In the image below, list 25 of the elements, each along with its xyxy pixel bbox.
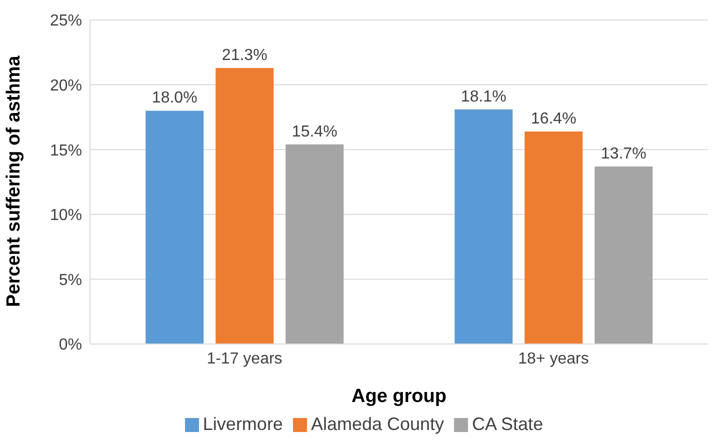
legend-label: Alameda County (310, 414, 444, 434)
legend-label: CA State (472, 414, 544, 434)
data-label: 13.7% (600, 145, 646, 162)
data-label: 18.0% (152, 90, 198, 107)
bar (216, 68, 274, 344)
y-tick-label: 0% (58, 336, 82, 354)
y-tick-label: 15% (50, 142, 82, 160)
bar (286, 144, 344, 344)
data-label: 16.4% (530, 110, 576, 128)
x-tick-label: 1-17 years (206, 350, 282, 368)
bar (454, 109, 513, 344)
y-tick-label: 5% (58, 272, 82, 289)
x-tick-label: 18+ years (518, 350, 589, 368)
bar (524, 131, 583, 344)
bar (146, 110, 204, 344)
data-label: 15.4% (292, 123, 338, 140)
bar (594, 166, 653, 344)
legend-label: Livermore (202, 414, 283, 434)
y-tick-label: 20% (50, 77, 82, 94)
data-label: 21.3% (222, 46, 268, 64)
y-axis-title: Percent suffering of asthma (4, 55, 25, 307)
x-axis-title: Age group (352, 386, 446, 407)
data-label: 18.1% (460, 88, 506, 106)
y-tick-label: 10% (50, 207, 82, 224)
y-tick-label: 25% (50, 12, 82, 30)
